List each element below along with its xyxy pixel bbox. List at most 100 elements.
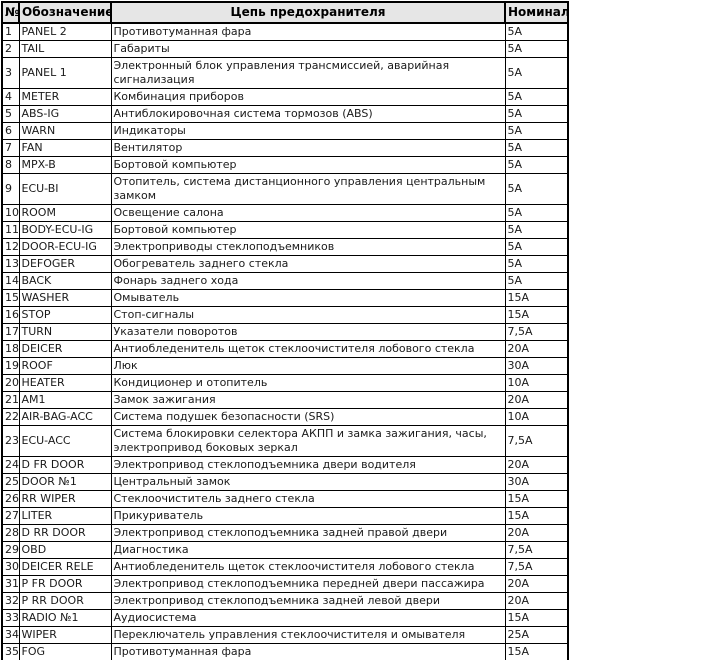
cell-designation: AM1 — [18, 391, 112, 409]
table-row: 18 DEICER Антиобледенитель щеток стеклоочи… — [1, 340, 569, 358]
cell-number: 22 — [1, 408, 20, 426]
cell-rating: 5А — [504, 139, 569, 157]
cell-rating: 5А — [504, 88, 569, 106]
cell-number: 13 — [1, 255, 20, 273]
cell-designation: ECU-BI — [18, 173, 112, 205]
cell-number: 17 — [1, 323, 20, 341]
cell-circuit: Диагностика — [110, 541, 506, 559]
cell-number: 8 — [1, 156, 20, 174]
cell-rating: 15А — [504, 490, 569, 508]
column-header-circuit: Цепь предохранителя — [110, 1, 506, 24]
cell-designation: FOG — [18, 643, 112, 660]
cell-rating: 5А — [504, 255, 569, 273]
table-row: 3 PANEL 1 Электронный блок управления тран… — [1, 57, 569, 89]
cell-circuit: Антиобледенитель щеток стеклоочистителя … — [110, 340, 506, 358]
table-row: 11 BODY-ECU-IG Бортовой компьютер 5А — [1, 221, 569, 239]
cell-number: 16 — [1, 306, 20, 324]
cell-number: 26 — [1, 490, 20, 508]
cell-rating: 5А — [504, 122, 569, 140]
column-header-rating: Номинал — [504, 1, 569, 24]
cell-circuit: Электропривод стеклоподъемника задней ле… — [110, 592, 506, 610]
cell-number: 23 — [1, 425, 20, 457]
cell-designation: PANEL 2 — [18, 22, 112, 41]
cell-designation: AIR-BAG-ACC — [18, 408, 112, 426]
table-row: 26 RR WIPER Стеклоочиститель заднего стекл… — [1, 490, 569, 508]
table-row: 4 METER Комбинация приборов 5А — [1, 88, 569, 106]
table-row: 32 P RR DOOR Электропривод стеклоподъемник… — [1, 592, 569, 610]
cell-designation: DEICER RELE — [18, 558, 112, 576]
cell-number: 19 — [1, 357, 20, 375]
cell-rating: 5А — [504, 156, 569, 174]
cell-designation: D RR DOOR — [18, 524, 112, 542]
cell-number: 7 — [1, 139, 20, 157]
cell-rating: 7,5А — [504, 541, 569, 559]
table-row: 1 PANEL 2 Противотуманная фара 5А — [1, 22, 569, 41]
cell-designation: OBD — [18, 541, 112, 559]
cell-designation: MPX-B — [18, 156, 112, 174]
cell-number: 2 — [1, 40, 20, 58]
cell-circuit: Указатели поворотов — [110, 323, 506, 341]
table-row: 19 ROOF Люк 30А — [1, 357, 569, 375]
cell-designation: D FR DOOR — [18, 456, 112, 474]
cell-designation: TAIL — [18, 40, 112, 58]
cell-number: 28 — [1, 524, 20, 542]
cell-number: 15 — [1, 289, 20, 307]
cell-number: 21 — [1, 391, 20, 409]
cell-designation: WARN — [18, 122, 112, 140]
table-row: 22 AIR-BAG-ACC Система подушек безопасност… — [1, 408, 569, 426]
cell-circuit: Стоп-сигналы — [110, 306, 506, 324]
cell-rating: 15А — [504, 289, 569, 307]
table-row: 16 STOP Стоп-сигналы 15А — [1, 306, 569, 324]
cell-rating: 10А — [504, 374, 569, 392]
header-row: № Обозначение Цепь предохранителя Номинал — [1, 1, 569, 24]
cell-circuit: Стеклоочиститель заднего стекла — [110, 490, 506, 508]
cell-circuit: Электропривод стеклоподъемника двери вод… — [110, 456, 506, 474]
table-row: 24 D FR DOOR Электропривод стеклоподъемник… — [1, 456, 569, 474]
table-row: 27 LITER Прикуриватель 15А — [1, 507, 569, 525]
cell-rating: 15А — [504, 609, 569, 627]
cell-circuit: Габариты — [110, 40, 506, 58]
cell-circuit: Люк — [110, 357, 506, 375]
cell-number: 30 — [1, 558, 20, 576]
cell-circuit: Электропривод стеклоподъемника задней пр… — [110, 524, 506, 542]
cell-number: 32 — [1, 592, 20, 610]
cell-number: 3 — [1, 57, 20, 89]
column-header-designation: Обозначение — [18, 1, 112, 24]
table-header: № Обозначение Цепь предохранителя Номинал — [1, 1, 569, 24]
cell-designation: FAN — [18, 139, 112, 157]
cell-circuit: Аудиосистема — [110, 609, 506, 627]
cell-rating: 5А — [504, 238, 569, 256]
cell-number: 12 — [1, 238, 20, 256]
cell-rating: 7,5А — [504, 323, 569, 341]
column-header-number: № — [1, 1, 20, 24]
table-row: 34 WIPER Переключатель управления стеклооч… — [1, 626, 569, 644]
cell-designation: ROOM — [18, 204, 112, 222]
cell-circuit: Противотуманная фара — [110, 22, 506, 41]
cell-circuit: Кондиционер и отопитель — [110, 374, 506, 392]
cell-number: 24 — [1, 456, 20, 474]
cell-rating: 30А — [504, 357, 569, 375]
cell-designation: P RR DOOR — [18, 592, 112, 610]
cell-designation: WIPER — [18, 626, 112, 644]
cell-number: 33 — [1, 609, 20, 627]
fuse-table: № Обозначение Цепь предохранителя Номинал 1… — [1, 1, 569, 660]
cell-number: 6 — [1, 122, 20, 140]
cell-circuit: Отопитель, система дистанционного управл… — [110, 173, 506, 205]
cell-rating: 5А — [504, 221, 569, 239]
cell-rating: 10А — [504, 408, 569, 426]
cell-designation: DEFOGER — [18, 255, 112, 273]
table-row: 2 TAIL Габариты 5А — [1, 40, 569, 58]
table-row: 13 DEFOGER Обогреватель заднего стекла 5А — [1, 255, 569, 273]
cell-designation: BODY-ECU-IG — [18, 221, 112, 239]
cell-rating: 20А — [504, 340, 569, 358]
table-row: 9 ECU-BI Отопитель, система дистанционного… — [1, 173, 569, 205]
cell-circuit: Фонарь заднего хода — [110, 272, 506, 290]
table-row: 21 AM1 Замок зажигания 20А — [1, 391, 569, 409]
cell-number: 11 — [1, 221, 20, 239]
cell-designation: PANEL 1 — [18, 57, 112, 89]
cell-designation: LITER — [18, 507, 112, 525]
cell-rating: 15А — [504, 643, 569, 660]
table-row: 28 D RR DOOR Электропривод стеклоподъемник… — [1, 524, 569, 542]
cell-designation: HEATER — [18, 374, 112, 392]
cell-rating: 20А — [504, 575, 569, 593]
